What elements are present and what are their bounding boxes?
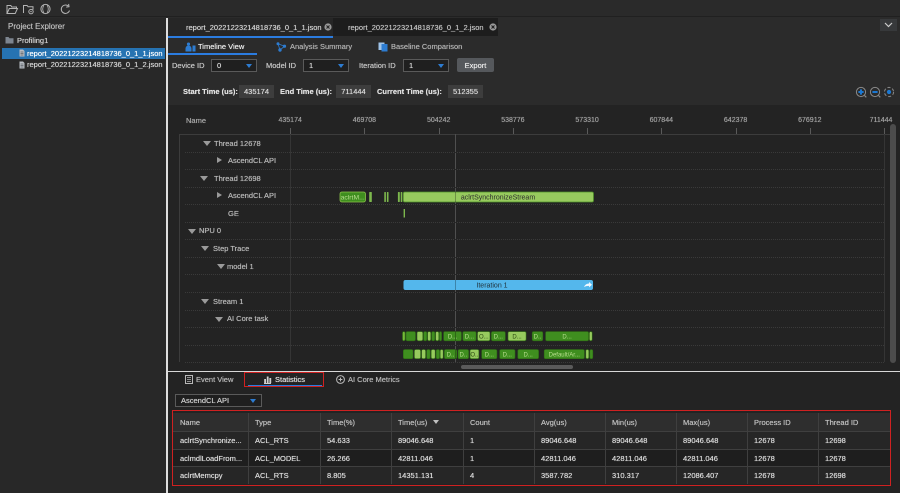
svg-text:Iteration 1: Iteration 1: [476, 282, 507, 289]
svg-text:aclrtSynchronizeStream: aclrtSynchronizeStream: [461, 194, 535, 201]
svg-text:D...: D...: [485, 352, 495, 358]
svg-text:D...: D...: [524, 352, 534, 358]
svg-text:D...: D...: [494, 335, 504, 341]
svg-text:D...: D...: [465, 335, 475, 341]
svg-text:aclrtM...: aclrtM...: [341, 194, 365, 201]
svg-text:D..: D..: [534, 335, 542, 341]
svg-text:D..: D..: [447, 352, 455, 358]
svg-text:D...: D...: [503, 352, 513, 358]
svg-text:O..: O..: [470, 352, 478, 358]
svg-text:D...: D...: [448, 335, 458, 341]
svg-text:O...: O...: [479, 335, 489, 341]
svg-text:D...: D...: [562, 335, 572, 341]
svg-text:Default/Ar...: Default/Ar...: [549, 352, 581, 358]
svg-text:D..: D..: [459, 352, 467, 358]
svg-text:D...: D...: [512, 335, 522, 341]
